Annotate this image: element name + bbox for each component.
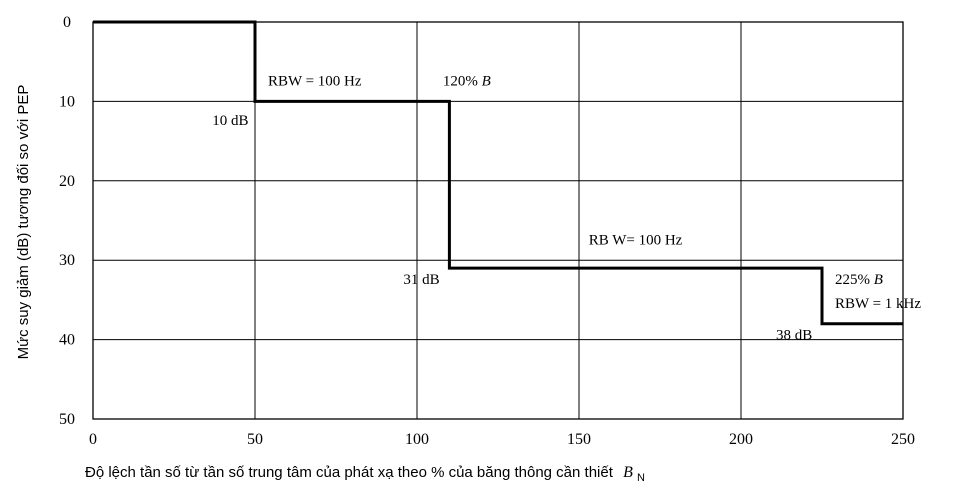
x-tick-label: 0 xyxy=(89,431,97,448)
annotation-label: RBW = 1 kHz xyxy=(835,296,921,312)
annotation-label: RB W= 100 Hz xyxy=(589,232,683,248)
annotation-label: RBW = 100 Hz xyxy=(268,74,362,90)
annotation-labels: 10 dB RBW = 100 Hz 120% B RB W= 100 Hz 31 dB… xyxy=(212,74,921,344)
x-axis-label-subscript: N xyxy=(637,472,645,484)
series-group xyxy=(93,22,903,324)
y-axis-label: Mức suy giảm (dB) tương đối so với PEP xyxy=(15,85,32,360)
mask-line xyxy=(93,22,903,324)
x-tick-label: 100 xyxy=(405,431,429,448)
y-tick-label: 50 xyxy=(59,411,75,428)
grid-lines xyxy=(93,22,903,419)
y-tick-label: 10 xyxy=(59,93,75,110)
y-tick-label: 40 xyxy=(59,332,75,349)
x-tick-labels: 0 50 100 150 200 250 xyxy=(89,431,915,448)
y-tick-label: 0 xyxy=(63,14,71,31)
x-axis-label-symbol: B xyxy=(623,464,633,481)
plot-frame xyxy=(93,22,903,419)
x-tick-label: 50 xyxy=(247,431,263,448)
x-axis-label-text: Độ lệch tần số từ tần số trung tâm của p… xyxy=(85,464,614,481)
annotation-label: 120% B xyxy=(443,74,491,90)
y-tick-labels: 0 10 20 30 40 50 xyxy=(59,14,75,428)
x-tick-label: 150 xyxy=(567,431,591,448)
y-tick-label: 20 xyxy=(59,173,75,190)
y-tick-label: 30 xyxy=(59,252,75,269)
annotation-label: 38 dB xyxy=(776,328,812,344)
x-axis-label: Độ lệch tần số từ tần số trung tâm của p… xyxy=(85,464,645,484)
annotation-label: 225% B xyxy=(835,272,883,288)
annotation-label: 31 dB xyxy=(403,272,439,288)
x-tick-label: 200 xyxy=(729,431,753,448)
annotation-label: 10 dB xyxy=(212,113,248,129)
x-tick-label: 250 xyxy=(891,431,915,448)
